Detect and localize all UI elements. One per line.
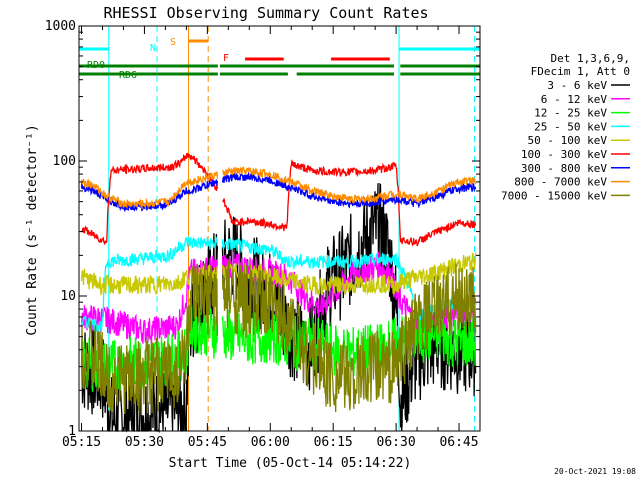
x-tick-label-5: 06:30 bbox=[377, 435, 416, 450]
x-tick-label-0: 05:15 bbox=[62, 435, 101, 450]
x-axis: 05:15 05:30 05:45 06:00 06:15 06:30 06:45 bbox=[62, 26, 481, 450]
y-axis-label: Count Rate (s⁻¹ detector⁻¹) bbox=[25, 124, 40, 335]
annotation-label-rd6: RD6 bbox=[119, 70, 137, 81]
annotation-label-n: N bbox=[150, 43, 156, 54]
x-axis-label: Start Time (05-Oct-14 05:14:22) bbox=[169, 456, 412, 471]
legend-label-3: 25 - 50 keV bbox=[534, 120, 607, 133]
series-line-100-300keV bbox=[81, 152, 477, 247]
chart-title: RHESSI Observing Summary Count Rates bbox=[103, 4, 428, 22]
legend-label-8: 7000 - 15000 keV bbox=[501, 189, 607, 202]
legend-header-1: FDecim 1, Att 0 bbox=[531, 65, 630, 78]
y-axis: 1 10 100 1000 bbox=[45, 19, 480, 439]
series-line-7000-15000keV bbox=[80, 260, 477, 416]
legend-label-2: 12 - 25 keV bbox=[534, 107, 607, 120]
y-tick-label-1: 10 bbox=[60, 289, 76, 304]
legend-label-7: 800 - 7000 keV bbox=[514, 176, 607, 189]
x-tick-label-2: 05:45 bbox=[188, 435, 227, 450]
y-tick-label-2: 100 bbox=[53, 154, 76, 169]
legend-label-5: 100 - 300 keV bbox=[521, 148, 607, 161]
x-tick-label-1: 05:30 bbox=[125, 435, 164, 450]
y-tick-label-3: 1000 bbox=[45, 19, 76, 34]
legend-label-0: 3 - 6 keV bbox=[547, 79, 607, 92]
legend-header-0: Det 1,3,6,9, bbox=[551, 52, 630, 65]
plot-area: N S F RD0 RD6 bbox=[79, 26, 480, 434]
annotation-label-f: F bbox=[223, 53, 229, 64]
x-tick-label-6: 06:45 bbox=[439, 435, 478, 450]
series-line-800-7000keV bbox=[80, 166, 477, 210]
legend-label-6: 300 - 800 keV bbox=[521, 162, 607, 175]
annotation-label-s: S bbox=[170, 37, 176, 48]
y-tick-label-0: 1 bbox=[68, 424, 76, 439]
annotation-label-rd0: RD0 bbox=[87, 60, 105, 71]
timestamp: 20-Oct-2021 19:08 bbox=[554, 467, 636, 476]
legend-label-1: 6 - 12 keV bbox=[541, 93, 608, 106]
x-tick-label-3: 06:00 bbox=[251, 435, 290, 450]
plot-frame bbox=[78, 25, 481, 432]
legend-label-4: 50 - 100 keV bbox=[528, 134, 608, 147]
x-tick-label-4: 06:15 bbox=[314, 435, 353, 450]
